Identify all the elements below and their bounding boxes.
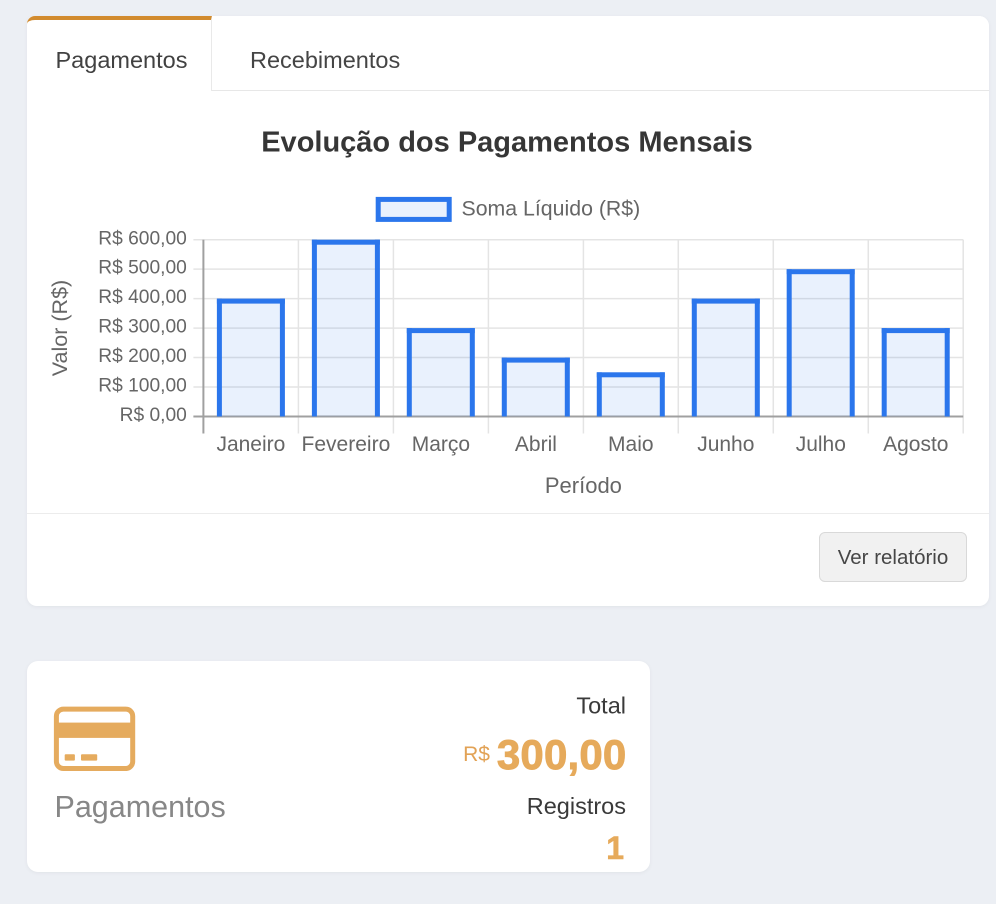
svg-text:Recebimentos: Recebimentos xyxy=(250,47,400,73)
svg-text:Maio: Maio xyxy=(608,433,654,456)
svg-text:300,00: 300,00 xyxy=(497,731,627,778)
svg-text:Soma Líquido (R$): Soma Líquido (R$) xyxy=(462,197,641,221)
svg-text:Pagamentos: Pagamentos xyxy=(56,47,188,73)
svg-text:Agosto: Agosto xyxy=(883,433,948,456)
svg-text:R$ 200,00: R$ 200,00 xyxy=(98,346,187,367)
svg-text:R$ 500,00: R$ 500,00 xyxy=(98,258,187,279)
svg-text:Período: Período xyxy=(545,473,622,498)
svg-text:Total: Total xyxy=(576,692,626,718)
svg-text:Junho: Junho xyxy=(697,433,754,456)
svg-text:R$ 600,00: R$ 600,00 xyxy=(98,228,187,249)
svg-text:Julho: Julho xyxy=(796,433,846,456)
svg-text:1: 1 xyxy=(606,830,624,866)
svg-text:Pagamentos: Pagamentos xyxy=(55,790,226,824)
svg-text:Ver relatório: Ver relatório xyxy=(838,546,949,569)
svg-text:Registros: Registros xyxy=(527,793,626,819)
svg-text:Março: Março xyxy=(412,433,470,456)
svg-text:R$: R$ xyxy=(463,743,490,766)
svg-text:Janeiro: Janeiro xyxy=(216,433,285,456)
svg-text:Fevereiro: Fevereiro xyxy=(302,433,391,456)
svg-text:R$ 100,00: R$ 100,00 xyxy=(98,376,187,397)
svg-text:R$ 400,00: R$ 400,00 xyxy=(98,287,187,308)
svg-text:Abril: Abril xyxy=(515,433,557,456)
svg-text:Valor (R$): Valor (R$) xyxy=(48,280,72,376)
svg-text:R$ 300,00: R$ 300,00 xyxy=(98,317,187,338)
svg-text:Evolução dos Pagamentos Mensai: Evolução dos Pagamentos Mensais xyxy=(261,127,753,159)
svg-text:R$ 0,00: R$ 0,00 xyxy=(120,405,187,426)
